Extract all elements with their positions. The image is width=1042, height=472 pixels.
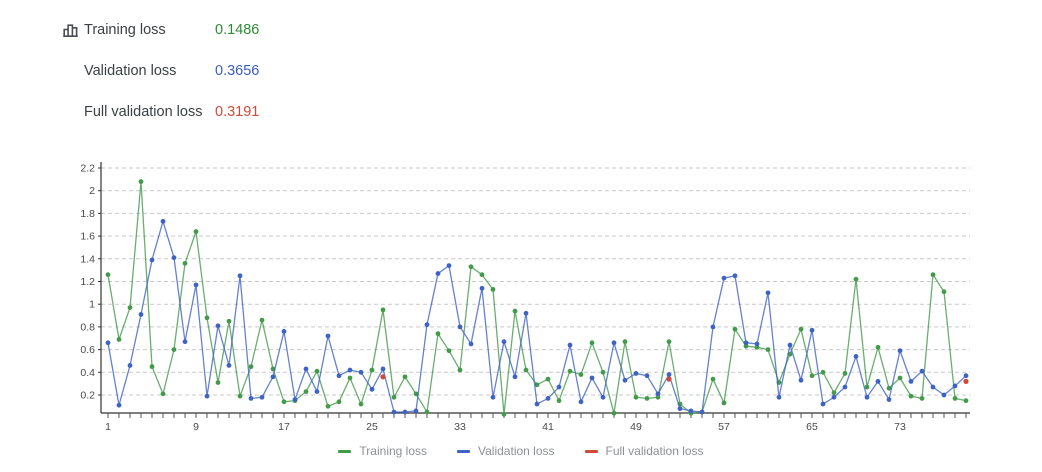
svg-text:1.6: 1.6 bbox=[80, 231, 95, 243]
svg-text:2: 2 bbox=[89, 185, 95, 197]
svg-text:25: 25 bbox=[366, 421, 378, 433]
full-validation-loss-value: 0.3191 bbox=[215, 104, 260, 120]
training-loss-legend-swatch bbox=[338, 449, 352, 453]
svg-text:1.2: 1.2 bbox=[80, 276, 95, 288]
bar-chart-icon bbox=[62, 22, 79, 39]
svg-text:9: 9 bbox=[193, 421, 199, 433]
svg-text:41: 41 bbox=[542, 421, 554, 433]
svg-text:73: 73 bbox=[894, 421, 906, 433]
training-loss-value: 0.1486 bbox=[215, 22, 260, 38]
svg-text:49: 49 bbox=[630, 421, 642, 433]
svg-text:33: 33 bbox=[454, 421, 466, 433]
loss-chart: 0.2 0.4 0.6 0.8 1 1.2 1.4 1.6 1.8 2 2.2 1 9 17 25 33 41 4… bbox=[80, 162, 970, 433]
x-axis-labels: 1 9 17 25 33 41 49 57 65 73 bbox=[105, 421, 906, 433]
validation-loss-legend-swatch bbox=[457, 449, 471, 453]
legend-label-full-validation-loss: Full validation loss bbox=[605, 444, 704, 458]
svg-text:1.8: 1.8 bbox=[80, 208, 95, 220]
svg-text:57: 57 bbox=[718, 421, 730, 433]
svg-text:2.2: 2.2 bbox=[80, 163, 95, 175]
svg-text:17: 17 bbox=[278, 421, 290, 433]
legend-item-full-validation-loss: Full validation loss bbox=[584, 444, 704, 458]
full-validation-loss-legend-swatch bbox=[584, 449, 598, 453]
legend-item-training-loss: Training loss bbox=[338, 444, 427, 458]
series-validation-loss bbox=[105, 218, 969, 415]
legend-label-training-loss: Training loss bbox=[359, 444, 428, 458]
svg-text:65: 65 bbox=[806, 421, 818, 433]
svg-text:1: 1 bbox=[105, 421, 111, 433]
svg-text:0.8: 0.8 bbox=[80, 321, 95, 333]
chart-legend: Training loss Validation loss Full valid… bbox=[0, 444, 1042, 458]
svg-text:1: 1 bbox=[89, 299, 95, 311]
svg-text:0.4: 0.4 bbox=[80, 367, 95, 379]
gridlines bbox=[98, 167, 970, 396]
svg-text:0.6: 0.6 bbox=[80, 344, 95, 356]
series-training-loss bbox=[105, 179, 969, 417]
legend-label-validation-loss: Validation loss bbox=[478, 444, 555, 458]
x-axis-ticks bbox=[107, 413, 967, 418]
training-loss-label: Training loss bbox=[84, 22, 166, 38]
series-full-validation-loss bbox=[380, 374, 969, 384]
validation-loss-value: 0.3656 bbox=[215, 63, 260, 79]
svg-text:0.2: 0.2 bbox=[80, 390, 95, 402]
full-validation-loss-label: Full validation loss bbox=[84, 104, 203, 120]
y-axis-labels: 0.2 0.4 0.6 0.8 1 1.2 1.4 1.6 1.8 2 2.2 bbox=[80, 163, 95, 402]
axes bbox=[100, 162, 970, 414]
legend-item-validation-loss: Validation loss bbox=[457, 444, 555, 458]
validation-loss-label: Validation loss bbox=[84, 63, 177, 79]
svg-text:1.4: 1.4 bbox=[80, 253, 95, 265]
